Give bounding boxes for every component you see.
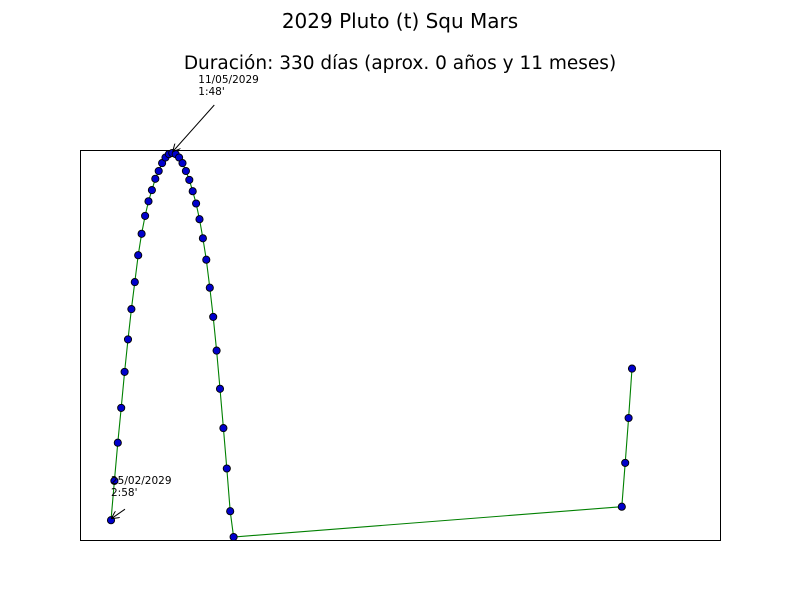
data-point-8 (134, 251, 143, 260)
data-point-10 (141, 211, 150, 220)
annotation-date-0: 25/02/2029 (111, 475, 172, 487)
data-point-24 (188, 187, 197, 196)
data-point-27 (198, 234, 207, 243)
data-point-3 (117, 403, 126, 412)
data-point-9 (137, 229, 146, 238)
data-point-25 (192, 199, 201, 208)
data-point-34 (222, 464, 231, 473)
data-point-12 (147, 186, 156, 195)
data-point-14 (154, 166, 163, 176)
data-point-31 (212, 346, 221, 355)
data-point-4 (120, 367, 129, 376)
chart-subtitle: Duración: 330 días (aprox. 0 años y 11 m… (184, 53, 616, 74)
annotation-date-1: 11/05/2029 (198, 74, 259, 86)
data-point-40 (627, 364, 637, 373)
data-point-32 (215, 384, 225, 393)
annotation-arrow-0 (112, 508, 126, 518)
data-point-36 (229, 532, 238, 542)
data-point-33 (219, 424, 228, 433)
series-layer (106, 148, 637, 542)
data-point-6 (127, 305, 136, 314)
data-point-22 (181, 166, 190, 176)
data-point-26 (195, 215, 204, 224)
annotation-orb-1: 1:48' (198, 86, 224, 98)
annotation-arrow-1 (173, 104, 215, 151)
data-point-1 (110, 476, 119, 485)
data-point-35 (226, 507, 235, 516)
data-point-30 (209, 312, 218, 321)
plot-area-frame (80, 150, 721, 541)
data-point-11 (144, 197, 153, 206)
data-point-5 (123, 335, 133, 344)
data-point-2 (113, 438, 122, 447)
chart-title: 2029 Pluto (t) Squ Mars (282, 9, 518, 33)
data-point-37 (617, 502, 626, 511)
data-point-39 (624, 413, 633, 423)
data-point-23 (185, 175, 194, 184)
data-point-13 (151, 174, 160, 183)
data-point-21 (178, 159, 187, 168)
annotation-orb-0: 2:58' (111, 487, 137, 499)
data-point-7 (130, 278, 139, 287)
data-point-38 (621, 458, 630, 467)
data-point-28 (202, 255, 211, 264)
data-point-29 (205, 283, 214, 292)
